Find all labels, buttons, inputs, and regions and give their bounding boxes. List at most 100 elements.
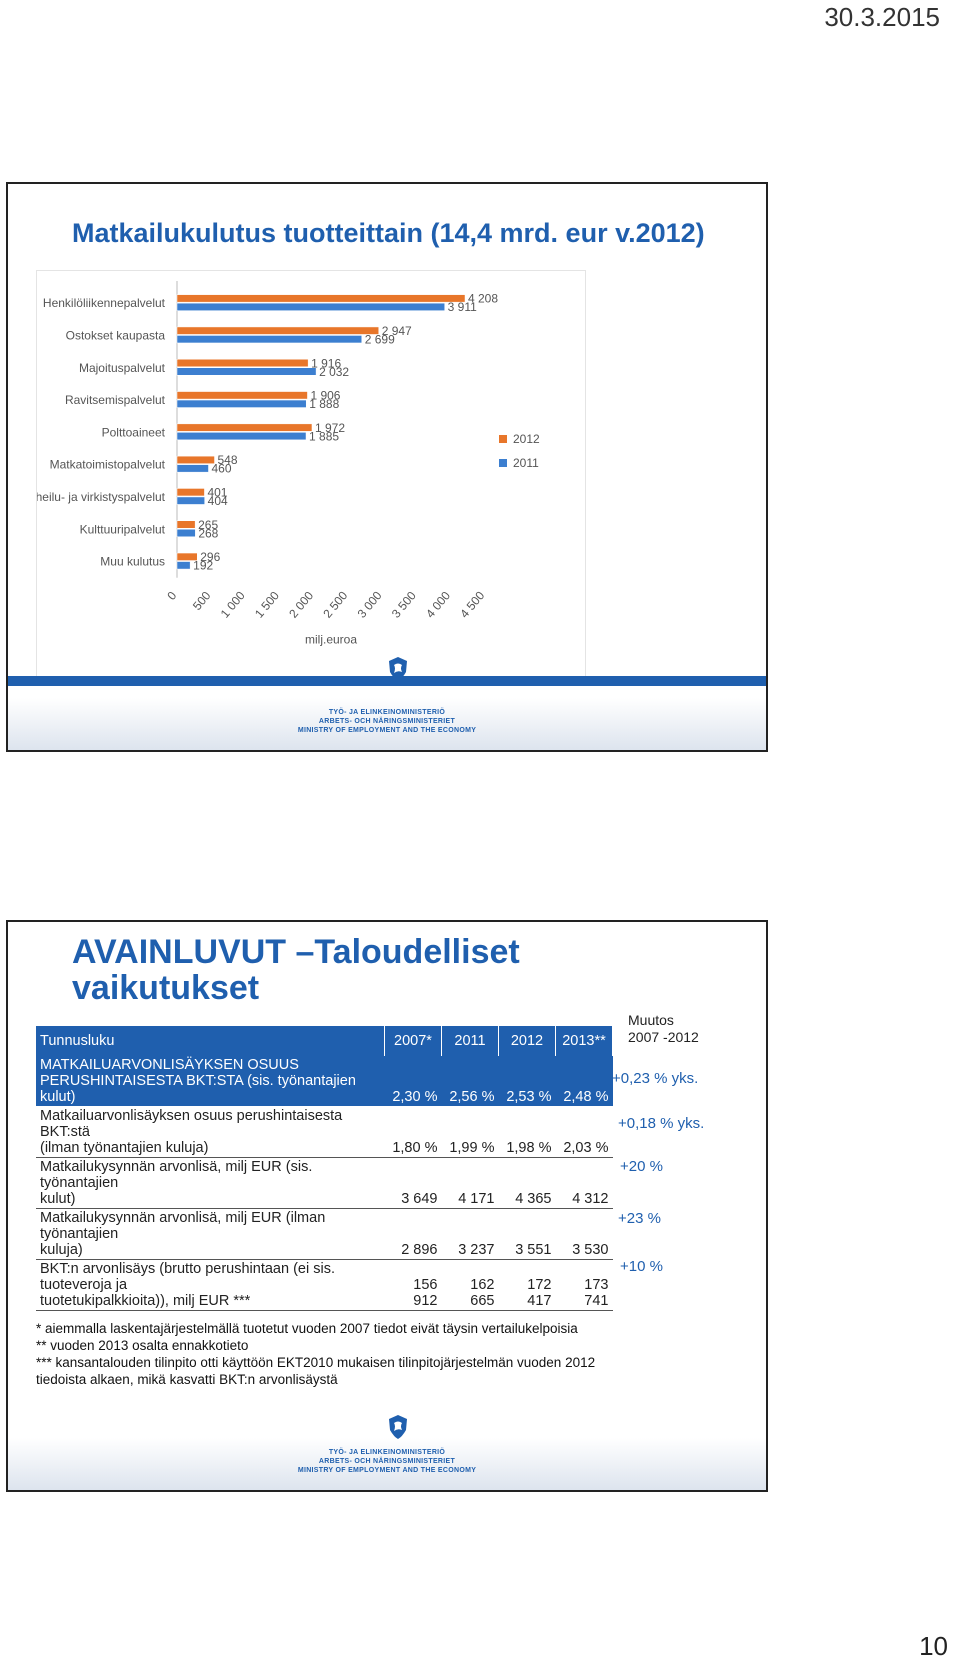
table-row: Matkailukysynnän arvonlisä, milj EUR (il… bbox=[36, 1208, 613, 1260]
data-label: 265 bbox=[198, 518, 218, 532]
row-label: BKT:n arvonlisäys (brutto perushintaan (… bbox=[36, 1259, 385, 1311]
change-value: +10 % bbox=[620, 1258, 663, 1275]
value-cell: 3 649 bbox=[384, 1157, 442, 1209]
header-cell: 2011 bbox=[441, 1026, 499, 1056]
table-row: BKT:n arvonlisäys (brutto perushintaan (… bbox=[36, 1259, 613, 1311]
slide-key-figures: AVAINLUVUT –Taloudelliset vaikutukset Tu… bbox=[6, 920, 768, 1492]
footer-band bbox=[8, 698, 766, 750]
data-label: 2 699 bbox=[365, 332, 395, 346]
data-label: 1 906 bbox=[310, 389, 340, 403]
slide-title-line2: vaikutukset bbox=[72, 969, 260, 1007]
bar-2011 bbox=[176, 399, 307, 408]
x-tick-label: 500 bbox=[190, 588, 214, 613]
value-cell: 2,56 % bbox=[441, 1056, 499, 1107]
category-label: Matkatoimistopalvelut bbox=[50, 458, 166, 472]
header-cell: 2012 bbox=[498, 1026, 556, 1056]
footnote: *** kansantalouden tilinpito otti käyttö… bbox=[36, 1355, 596, 1370]
bar-2012 bbox=[176, 359, 309, 367]
data-label: 460 bbox=[211, 462, 231, 476]
value-cell: 1,99 % bbox=[441, 1106, 499, 1158]
row-label-line: MATKAILUARVONLISÄYKSEN OSUUS bbox=[40, 1057, 299, 1073]
value-cell: 2,03 % bbox=[555, 1106, 613, 1158]
ministry-name-en: MINISTRY OF EMPLOYMENT AND THE ECONOMY bbox=[297, 1467, 477, 1474]
bar-2011 bbox=[176, 367, 317, 376]
x-tick-label: 3 000 bbox=[355, 588, 385, 620]
data-label: 192 bbox=[193, 559, 213, 573]
bar-2012 bbox=[176, 326, 379, 335]
ministry-name-fi: TYÖ- JA ELINKEINOMINISTERIÖ bbox=[328, 1449, 446, 1456]
chart-container: Henkilöliikennepalvelut 4 208 3 911 Ostokse… bbox=[23, 270, 586, 682]
value-cell: 156 912 bbox=[384, 1259, 442, 1311]
row-label-line: Matkailuarvonlisäyksen osuus perushintai… bbox=[40, 1108, 343, 1140]
row-label: Matkailuarvonlisäyksen osuus perushintai… bbox=[36, 1106, 385, 1158]
footnote: * aiemmalla laskentajärjestelmällä tuote… bbox=[36, 1321, 578, 1336]
slide-footer: TYÖ- JA ELINKEINOMINISTERIÖ ARBETS- OCH … bbox=[8, 1415, 766, 1490]
category-label: Ravitsemispalvelut bbox=[65, 393, 166, 407]
ministry-name: TYÖ- JA ELINKEINOMINISTERIÖ ARBETS- OCH … bbox=[8, 1448, 766, 1475]
slide-title: AVAINLUVUT –Taloudelliset vaikutukset bbox=[72, 934, 520, 1006]
value-cell: 4 171 bbox=[441, 1157, 499, 1209]
x-axis-label: milj.euroa bbox=[305, 633, 357, 647]
category-label: Kulttuuripalvelut bbox=[80, 522, 166, 536]
value-cell: 4 365 bbox=[498, 1157, 556, 1209]
category-label: Henkilöliikennepalvelut bbox=[43, 296, 166, 310]
x-tick-label: 1 000 bbox=[218, 588, 248, 620]
row-label-line: PERUSHINTAISESTA BKT:STA (sis. työnantaj… bbox=[40, 1073, 356, 1105]
bar-2012 bbox=[176, 552, 198, 561]
value-cell: 2,53 % bbox=[498, 1056, 556, 1107]
data-label: 3 911 bbox=[448, 300, 477, 314]
value-cell: 173 741 bbox=[555, 1259, 613, 1311]
legend-entry: 2011 bbox=[513, 456, 539, 470]
data-label: 1 972 bbox=[315, 421, 345, 435]
data-label: 401 bbox=[207, 485, 227, 499]
change-heading-label: Muutos bbox=[628, 1012, 674, 1028]
change-value: +23 % bbox=[618, 1210, 661, 1227]
x-tick-label: 3 500 bbox=[389, 588, 419, 620]
row-label: MATKAILUARVONLISÄYKSEN OSUUS PERUSHINTAIS… bbox=[36, 1056, 385, 1107]
data-label: 296 bbox=[200, 550, 220, 564]
ministry-name: TYÖ- JA ELINKEINOMINISTERIÖ ARBETS- OCH … bbox=[8, 708, 766, 735]
table-row: Matkailuarvonlisäyksen osuus perushintai… bbox=[36, 1106, 613, 1158]
change-value: +0,18 % yks. bbox=[618, 1115, 705, 1132]
value-cell: 3 237 bbox=[441, 1208, 499, 1260]
row-label-line: kulut) bbox=[40, 1191, 76, 1207]
value-cell: 3 530 bbox=[555, 1208, 613, 1260]
category-label: Polttoaineet bbox=[102, 425, 166, 439]
bar-2011 bbox=[176, 432, 307, 441]
x-tick-label: 4 500 bbox=[457, 588, 487, 620]
x-tick-label: 2 500 bbox=[320, 588, 350, 620]
bar-2011 bbox=[176, 335, 362, 344]
value-cell: 2,48 % bbox=[555, 1056, 613, 1107]
bar-2011 bbox=[176, 496, 205, 505]
row-label-line: kuluja) bbox=[40, 1242, 83, 1258]
bar-2012 bbox=[176, 455, 215, 464]
change-heading: Muutos 2007 -2012 bbox=[628, 1012, 699, 1046]
row-label-line: (ilman työnantajien kuluja) bbox=[40, 1140, 209, 1156]
bar-2011 bbox=[176, 302, 445, 311]
x-tick-label: 0 bbox=[164, 588, 179, 602]
header-cell: 2007* bbox=[384, 1026, 442, 1056]
bar-2012 bbox=[176, 488, 205, 497]
value-cell: 1,98 % bbox=[498, 1106, 556, 1158]
data-label: 2 032 bbox=[319, 365, 349, 379]
bar-2011 bbox=[176, 529, 196, 537]
key-figures-table: Tunnusluku 2007* 2011 2012 2013** MATKAI… bbox=[36, 1026, 613, 1311]
bar-2012 bbox=[176, 423, 313, 432]
footnote: ** vuoden 2013 osalta ennakkotieto bbox=[36, 1338, 249, 1353]
table-header-row: Tunnusluku 2007* 2011 2012 2013** bbox=[36, 1026, 613, 1056]
row-label-line: Matkailukysynnän arvonlisä, milj EUR (il… bbox=[40, 1210, 326, 1242]
data-label: 1 885 bbox=[309, 429, 339, 443]
legend-swatch bbox=[499, 435, 507, 443]
ministry-name-fi: TYÖ- JA ELINKEINOMINISTERIÖ bbox=[328, 709, 446, 716]
header-date: 30.3.2015 bbox=[824, 2, 940, 32]
row-label-line: Matkailukysynnän arvonlisä, milj EUR (si… bbox=[40, 1159, 313, 1191]
data-label: 404 bbox=[208, 494, 228, 508]
ministry-name-sv: ARBETS- OCH NÄRINGSMINISTERIET bbox=[318, 1458, 456, 1465]
slide-consumption-chart: Matkailukulutus tuotteittain (14,4 mrd. … bbox=[6, 182, 768, 752]
slide-footer: TYÖ- JA ELINKEINOMINISTERIÖ ARBETS- OCH … bbox=[8, 657, 766, 750]
data-label: 268 bbox=[198, 526, 218, 540]
slide-title-line1: AVAINLUVUT –Taloudelliset bbox=[72, 933, 520, 971]
change-heading-period: 2007 -2012 bbox=[628, 1029, 699, 1045]
category-label: Majoituspalvelut bbox=[79, 361, 166, 375]
